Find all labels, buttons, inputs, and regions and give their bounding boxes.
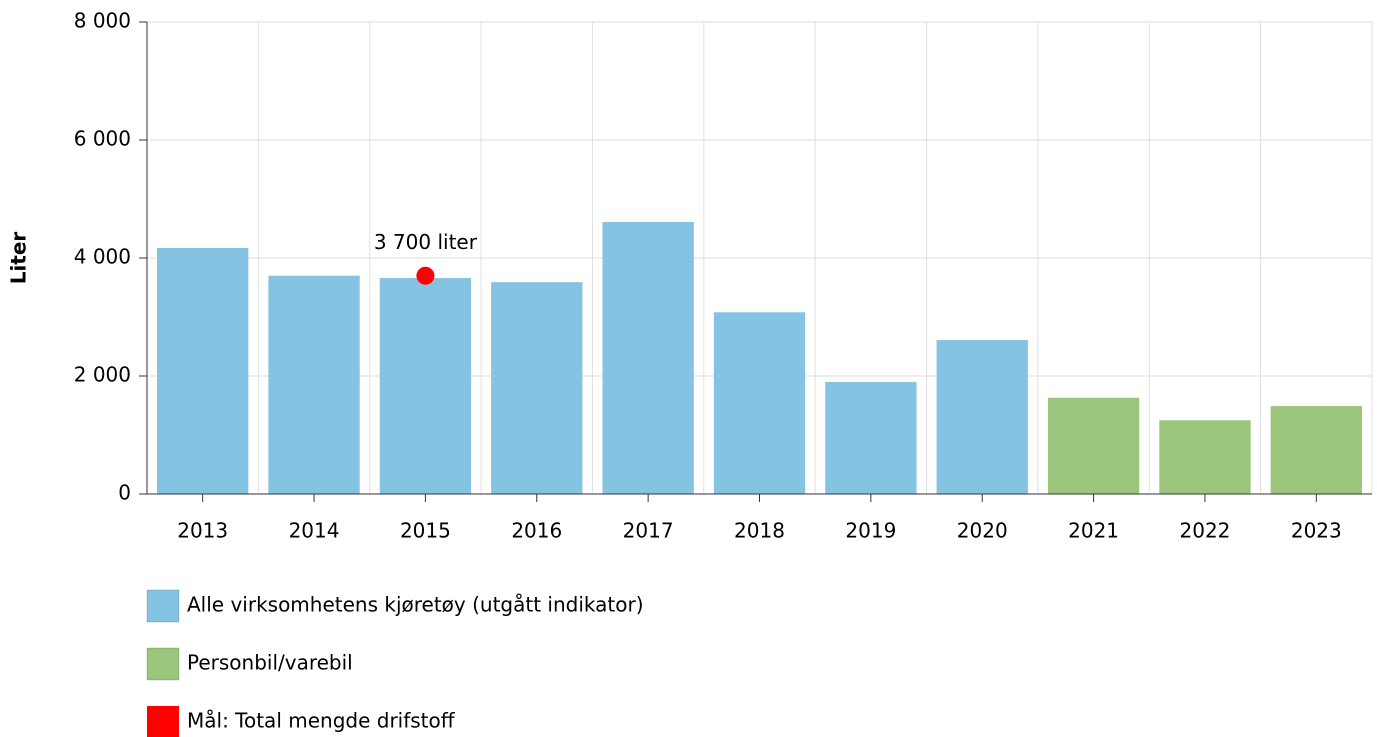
bar	[936, 340, 1028, 494]
y-tick-label: 2 000	[74, 363, 131, 387]
legend-label: Alle virksomhetens kjøretøy (utgått indi…	[187, 593, 644, 617]
y-axis-label: Liter	[7, 232, 31, 285]
bar	[1047, 397, 1140, 494]
x-tick-label: 2017	[623, 519, 674, 543]
y-tick-label: 0	[118, 481, 131, 505]
legend-swatch	[146, 647, 180, 681]
bar	[825, 381, 917, 494]
bar	[713, 312, 806, 494]
bar	[268, 275, 360, 494]
x-tick-label: 2023	[1291, 519, 1342, 543]
x-tick-label: 2019	[845, 519, 896, 543]
x-tick-label: 2022	[1180, 519, 1231, 543]
x-tick-label: 2018	[734, 519, 785, 543]
legend-swatch	[146, 589, 180, 623]
legend-swatch	[147, 706, 179, 737]
bar	[1159, 420, 1251, 494]
legend-label: Mål: Total mengde drifstoff	[187, 709, 456, 733]
x-tick-label: 2014	[289, 519, 340, 543]
bar	[1270, 406, 1362, 494]
x-tick-label: 2020	[957, 519, 1008, 543]
value-label: 3 700 liter	[374, 230, 478, 254]
y-tick-label: 4 000	[74, 245, 131, 269]
x-tick-label: 2015	[400, 519, 451, 543]
bar	[602, 222, 694, 494]
y-tick-label: 6 000	[74, 127, 131, 151]
target-point	[416, 266, 435, 285]
bar	[379, 278, 472, 494]
x-tick-label: 2021	[1068, 519, 1119, 543]
x-tick-label: 2016	[511, 519, 562, 543]
y-tick-label: 8 000	[74, 9, 131, 33]
x-tick-label: 2013	[177, 519, 228, 543]
bar	[491, 282, 583, 494]
bar	[157, 247, 249, 494]
legend-label: Personbil/varebil	[187, 651, 353, 675]
